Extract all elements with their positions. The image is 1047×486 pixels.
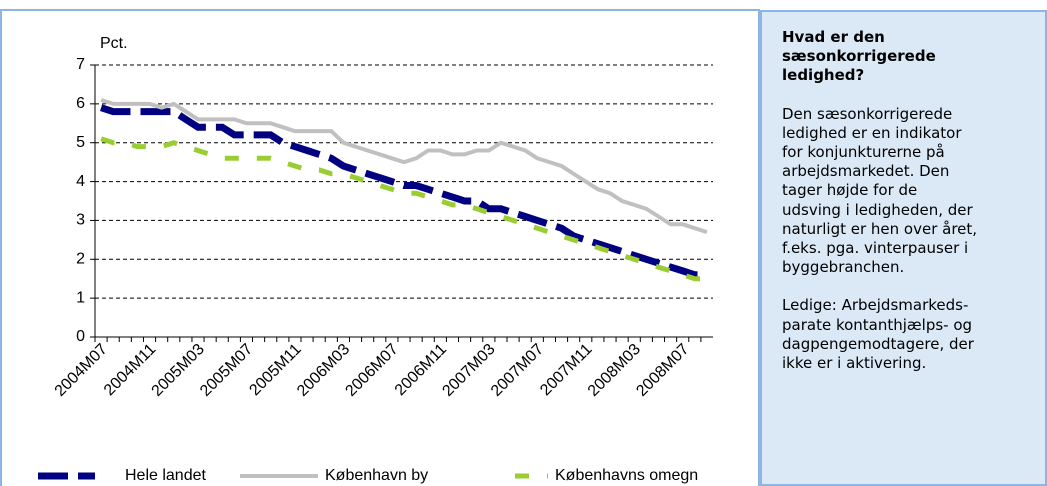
y-tick-label: 5 xyxy=(76,134,85,151)
info-text-line: arbejdsmarkedet. Den xyxy=(782,162,950,181)
y-tick-label: 0 xyxy=(76,328,85,345)
series-line xyxy=(100,104,707,279)
info-text-line: ikke er i aktivering. xyxy=(782,354,927,373)
info-text-line: udsving i ledigheden, der xyxy=(782,200,973,219)
info-text-line: Ledige: Arbejdsmarkeds- xyxy=(782,296,969,315)
y-tick-label: 4 xyxy=(76,173,85,190)
info-paragraph: Ledige: Arbejdsmarkeds-parate kontanthjæ… xyxy=(782,296,1031,373)
y-tick-label: 2 xyxy=(76,251,85,268)
series-line xyxy=(100,136,707,282)
y-axis-label: Pct. xyxy=(100,35,128,52)
info-text-line: tager højde for de xyxy=(782,181,918,200)
info-text-line: dagpengemodtagere, der xyxy=(782,334,974,353)
chart: Pct. 012345672004M072004M112005M032005M0… xyxy=(0,9,760,486)
info-text-line: naturligt er hen over året, xyxy=(782,219,978,238)
legend-label: Hele landet xyxy=(125,467,207,484)
info-paragraph: Den sæsonkorrigerede ledighed er en indik… xyxy=(782,105,1031,278)
info-title-line: ledighed? xyxy=(782,66,865,85)
y-tick-label: 6 xyxy=(76,95,85,112)
legend-label: Københavns omegn xyxy=(555,467,698,484)
info-text-line: ledighed er en indikator xyxy=(782,123,962,142)
chart-frame xyxy=(0,9,760,486)
info-text-line: byggebranchen. xyxy=(782,258,905,277)
info-box: Hvad er den sæsonkorrigerede ledighed? Den … xyxy=(760,10,1047,486)
info-text-line: parate kontanthjælps- og xyxy=(782,315,973,334)
y-tick-label: 3 xyxy=(76,212,85,229)
info-text-line: for konjunkturerne på xyxy=(782,143,945,162)
info-title: Hvad er den sæsonkorrigerede ledighed? xyxy=(782,28,1031,86)
info-title-line: Hvad er den xyxy=(782,28,885,46)
y-tick-label: 1 xyxy=(76,289,85,306)
info-title-line: sæsonkorrigerede xyxy=(782,47,936,66)
series-line xyxy=(100,98,708,235)
info-text-line: f.eks. pga. vinterpauser i xyxy=(782,239,969,258)
legend-label: København by xyxy=(325,467,428,484)
info-text-line: Den sæsonkorrigerede xyxy=(782,104,953,123)
y-tick-label: 7 xyxy=(76,56,85,73)
